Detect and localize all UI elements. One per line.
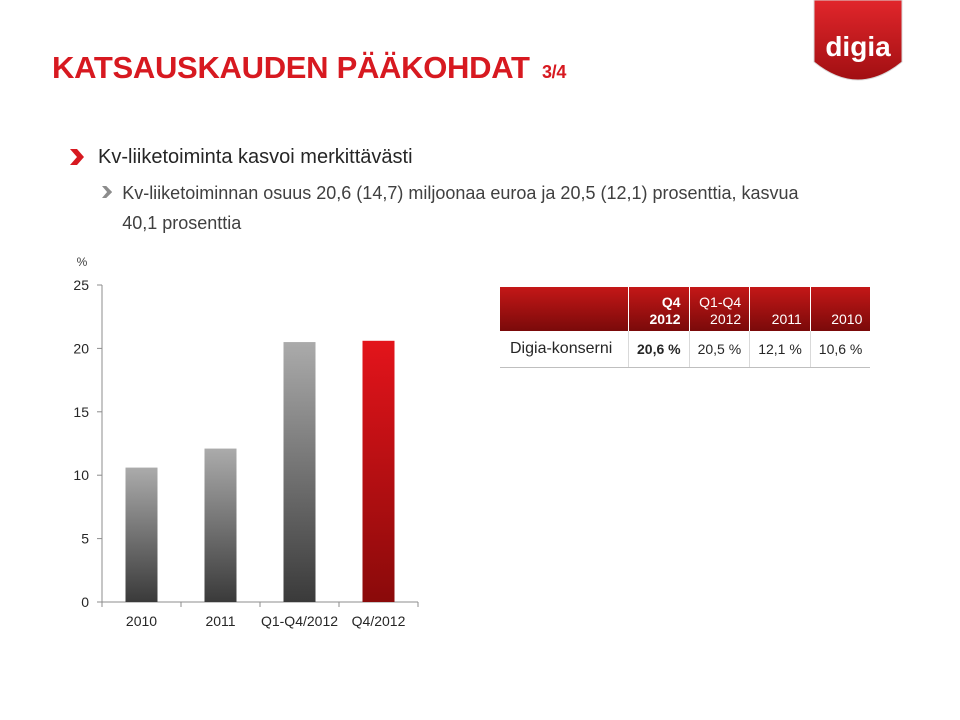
y-tick-label: 10 bbox=[73, 467, 89, 483]
bar-q4-2012 bbox=[362, 340, 395, 602]
bullet-arrow-icon bbox=[70, 149, 84, 165]
header-q4-line2: 2012 bbox=[649, 311, 681, 327]
x-tick-label: 2010 bbox=[126, 613, 157, 629]
page-title: KATSAUSKAUDEN PÄÄKOHDAT 3/4 bbox=[52, 50, 566, 86]
logo-wordmark: digia bbox=[825, 31, 891, 62]
x-tick-label: Q1-Q4/2012 bbox=[261, 613, 338, 629]
cell-2010: 10,6 % bbox=[809, 331, 871, 368]
table-header-2010: 2010 bbox=[809, 287, 871, 331]
bar-2011 bbox=[204, 448, 237, 602]
chart-layer: 0 5 10 15 20 25 2010 2011 Q1-Q4/2012 Q4/2012 bbox=[73, 277, 419, 629]
title-text: KATSAUSKAUDEN PÄÄKOHDAT bbox=[52, 50, 530, 85]
bar-chart: % 0 5 10 15 20 25 2010 2011 Q1-Q4/2012 Q4/2012 bbox=[73, 255, 419, 629]
table-header-q4-2012: Q4 2012 bbox=[628, 287, 690, 331]
bullet-level2-text: Kv-liiketoiminnan osuus 20,6 (14,7) milj… bbox=[122, 183, 799, 233]
header-q1q4-line1: Q1-Q4 bbox=[699, 294, 742, 310]
table-header-row: Q4 2012 Q1-Q4 2012 2011 2010 bbox=[500, 287, 871, 331]
bar-2010 bbox=[125, 467, 158, 602]
x-tick-label: Q4/2012 bbox=[352, 613, 406, 629]
header-q4-line1: Q4 bbox=[661, 294, 681, 310]
sub-bullet-arrow-icon bbox=[102, 186, 113, 198]
logo-badge: digia bbox=[813, 0, 903, 81]
cell-q1-q4-2012: 20,5 % bbox=[688, 331, 750, 368]
bar-q1-q4-2012 bbox=[283, 342, 316, 602]
bullet-level1: Kv-liiketoiminta kasvoi merkittävästi bbox=[70, 144, 413, 170]
y-tick-label: 15 bbox=[73, 404, 89, 420]
page-indicator: 3/4 bbox=[541, 62, 567, 82]
y-tick-label: 5 bbox=[81, 531, 89, 547]
y-tick-label: 25 bbox=[73, 277, 89, 293]
y-axis-unit-label: % bbox=[77, 255, 88, 269]
table-header-2011: 2011 bbox=[749, 287, 811, 331]
digia-logo: digia bbox=[812, 0, 904, 92]
table-header-q1-q4-2012: Q1-Q4 2012 bbox=[688, 287, 750, 331]
header-q1q4-line2: 2012 bbox=[710, 311, 742, 327]
cell-q4-2012: 20,6 % bbox=[628, 331, 690, 368]
y-tick-label: 20 bbox=[73, 340, 89, 356]
row-label: Digia-konserni bbox=[500, 331, 629, 368]
bullet-level2: Kv-liiketoiminnan osuus 20,6 (14,7) milj… bbox=[102, 178, 802, 238]
x-tick-label: 2011 bbox=[205, 613, 235, 629]
bullet-level1-text: Kv-liiketoiminta kasvoi merkittävästi bbox=[98, 145, 413, 168]
table-row: Digia-konserni 20,6 % 20,5 % 12,1 % 10,6… bbox=[500, 331, 871, 368]
cell-2011: 12,1 % bbox=[749, 331, 811, 368]
y-tick-label: 0 bbox=[81, 594, 89, 610]
table-header-empty bbox=[500, 287, 629, 331]
data-table: Q4 2012 Q1-Q4 2012 2011 2010 Digia-konsern… bbox=[500, 287, 871, 368]
